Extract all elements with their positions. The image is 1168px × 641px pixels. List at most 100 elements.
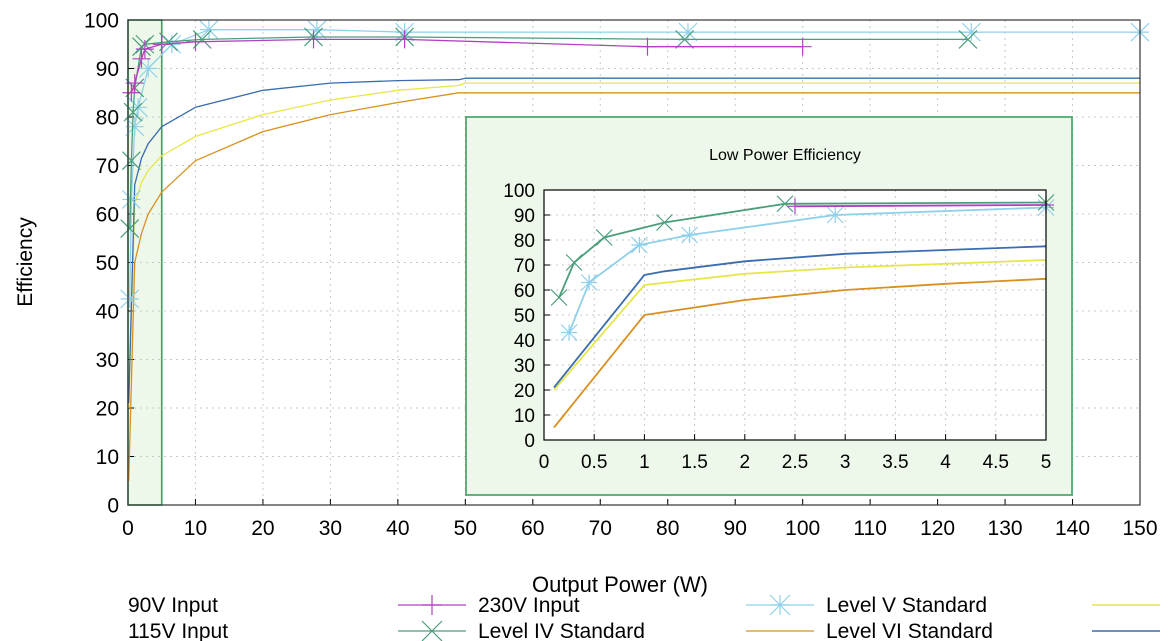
inset-point-level_iv [550,289,568,306]
inset-x-tick-label: 1.5 [681,452,707,473]
legend-item: 115V Input [128,620,228,641]
inset-x-tick-label: 2.5 [782,452,808,473]
main-point-level_iv [132,37,151,57]
main-point-level_v [121,190,141,209]
inset-point-level_iv [565,254,583,271]
main-x-tick-label: 90 [724,517,747,540]
main-series-level_iv [120,27,978,238]
main-point-230v [793,37,812,56]
inset-x-tick-label: 2 [740,452,751,473]
main-x-tick-label: 10 [184,517,207,540]
inset-y-tick-label: 80 [514,231,535,252]
main-point-level_v [138,59,158,78]
inset-point-level_iv [595,229,613,246]
inset-point-level_v [560,324,578,341]
inset-plot: 0 0.5 1 1.5 2 2.5 3 3.5 4 4.5 50102030405060708090… [465,116,1073,496]
x-axis-label: Output Power (W) [532,572,708,597]
inset-title: Low Power Efficiency [709,147,861,164]
inset-x-tick-label: 3 [840,452,851,473]
main-y-tick-label: 80 [96,107,119,130]
main-series-blue_std [128,77,1140,404]
legend-label: Level V Standard [826,594,987,617]
main-point-level_iv [159,32,178,52]
inset-x-tick-label: 0.5 [581,452,607,473]
main-line-blue_std [128,77,1140,404]
main-x-tick-label: 80 [656,517,679,540]
inset-line-level_iv [558,201,1047,298]
inset-point-level_iv [656,214,673,231]
main-x-tick-label: 70 [589,517,612,540]
legend: 90V Input 115V Input 230V Input Level IV St… [128,594,1160,641]
main-y-tick-label: 10 [96,446,119,469]
inset-series-level_iv [550,194,1055,306]
main-tick-labels: 0 10 20 30 40 50 60 70 80 90 100 110 120 130 140 150010… [84,10,1158,540]
main-x-tick-label: 20 [251,517,274,540]
main-point-230v [304,30,323,49]
inset-line-230v [794,204,1047,208]
main-point-level_v [125,117,145,137]
main-y-tick-label: 40 [96,301,119,324]
main-point-level_iv [192,29,212,49]
inset-x-tick-label: 4.5 [983,452,1009,473]
legend-marker [422,595,442,615]
main-x-tick-label: 130 [988,517,1023,540]
main-y-tick-label: 50 [96,252,119,275]
main-line-yellow_std [128,82,1140,409]
legend-marker [421,620,443,641]
inset-line-blue_std [553,245,1047,389]
main-point-level_iv [121,151,141,171]
inset-y-tick-label: 10 [514,406,535,427]
main-series-yellow_std [128,82,1140,409]
main-y-tick-label: 100 [84,10,119,33]
main-y-tick-label: 30 [96,349,119,372]
inset-y-tick-label: 90 [514,206,535,227]
y-axis-label: Efficiency [14,217,37,307]
main-point-230v [152,35,171,54]
inset-y-tick-label: 30 [514,356,535,377]
main-x-tick-label: 140 [1055,517,1090,540]
main-point-230v [132,49,151,68]
inset-point-230v [787,198,803,215]
legend-item: 230V Input [398,594,580,617]
inset-point-level_iv [776,195,794,213]
main-line-230v [130,38,803,94]
legend-marker [769,594,791,616]
inset-y-tick-label: 50 [514,306,535,327]
main-line-level_vi [128,92,1140,481]
inset-x-tick-label: 5 [1041,452,1052,473]
main-x-tick-label: 150 [1122,517,1157,540]
inset-series-blue_std [553,245,1047,389]
main-point-level_v [307,20,327,40]
inset-y-tick-label: 40 [514,331,535,352]
main-x-tick-label: 100 [785,517,820,540]
main-x-tick-label: 120 [920,517,955,540]
legend-label: Level IV Standard [478,620,645,641]
main-point-level_v [961,22,981,42]
main-point-level_iv [675,29,695,49]
legend-item: Level VI Standard [746,620,993,641]
inset-line-yellow_std [553,259,1047,391]
inset-y-tick-label: 60 [514,281,535,302]
legend-label: 230V Input [478,594,580,617]
inset-x-tick-label: 4 [940,452,951,473]
main-line-level_iv [129,36,968,229]
main-line-level_v [129,29,1140,299]
main-x-tick-label: 0 [122,517,134,540]
inset-point-level_v [630,236,648,254]
inset-y-tick-label: 70 [514,256,535,277]
inset-tick-labels: 0 0.5 1 1.5 2 2.5 3 3.5 4 4.5 50102030405060708090… [503,181,1051,473]
inset-point-level_v [681,226,699,244]
main-point-level_v [199,20,219,40]
main-y-tick-label: 70 [96,155,119,178]
inset-x-tick-label: 0 [539,452,550,473]
main-series-230v [122,30,812,102]
legend-label: Level VI Standard [826,620,993,641]
main-point-230v [638,37,657,56]
main-point-level_iv [123,102,143,122]
legend-item: Level V Standard [746,594,987,617]
main-point-230v [186,32,205,51]
inset-series-yellow_std [553,259,1047,391]
inset-line-level_v [568,206,1047,333]
inset-line-level_vi [553,277,1047,429]
main-y-tick-label: 0 [107,495,119,518]
